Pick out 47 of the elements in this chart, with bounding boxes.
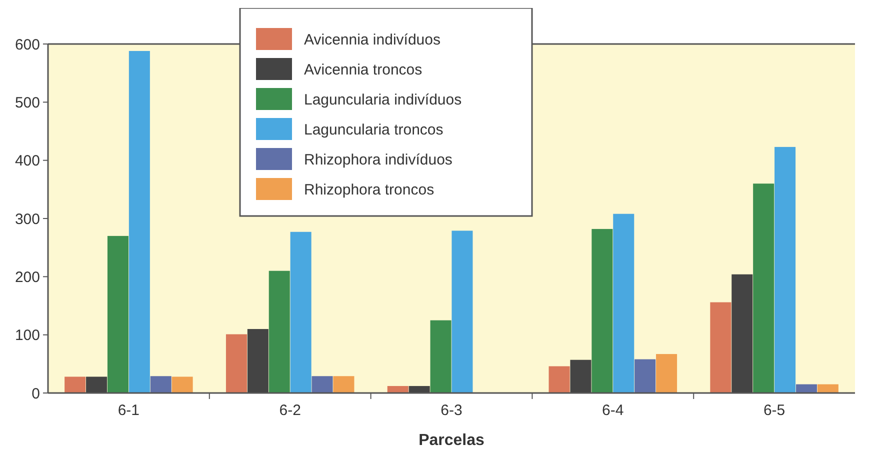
bar [64, 376, 86, 393]
bar [86, 376, 108, 393]
legend-label: Avicennia troncos [304, 61, 422, 78]
bar [634, 359, 656, 393]
bar [333, 376, 354, 393]
bar [613, 214, 634, 393]
bar [290, 232, 312, 393]
bar [656, 354, 678, 393]
bar [226, 334, 247, 393]
bar [774, 146, 796, 393]
bar [548, 366, 570, 393]
legend-label: Rhizophora troncos [304, 181, 434, 198]
y-tick-label: 0 [32, 385, 40, 402]
legend-label: Laguncularia troncos [304, 121, 444, 138]
x-axis-title: Parcelas [418, 432, 485, 449]
bar [312, 376, 333, 393]
bar [408, 386, 430, 393]
bar [150, 376, 172, 393]
bar [732, 274, 753, 393]
x-tick-label: 6-1 [118, 402, 140, 419]
bar [452, 230, 473, 393]
legend-label: Rhizophora indivíduos [304, 151, 452, 168]
bar [268, 270, 290, 393]
bar [247, 329, 268, 393]
bar [753, 184, 774, 393]
x-tick-label: 6-4 [602, 402, 624, 419]
bar [430, 320, 452, 393]
bar [128, 50, 150, 393]
bar [710, 302, 732, 393]
y-tick-label: 500 [14, 94, 40, 112]
bar [107, 236, 128, 393]
legend-label: Laguncularia indivíduos [304, 91, 462, 108]
x-tick-label: 6-3 [440, 402, 462, 419]
bar [592, 228, 613, 393]
y-tick-label: 200 [14, 268, 40, 286]
bar [172, 376, 193, 393]
x-tick-label: 6-5 [763, 402, 786, 419]
x-tick-label: 6-2 [279, 402, 301, 419]
bar [817, 384, 838, 393]
legend-label: Avicennia indivíduos [304, 31, 440, 48]
y-tick-label: 600 [14, 36, 40, 54]
y-tick-label: 400 [14, 152, 40, 170]
bar [387, 386, 408, 393]
bar [570, 360, 592, 393]
y-tick-label: 300 [14, 210, 40, 228]
y-tick-label: 100 [14, 327, 40, 344]
bar [796, 384, 817, 393]
